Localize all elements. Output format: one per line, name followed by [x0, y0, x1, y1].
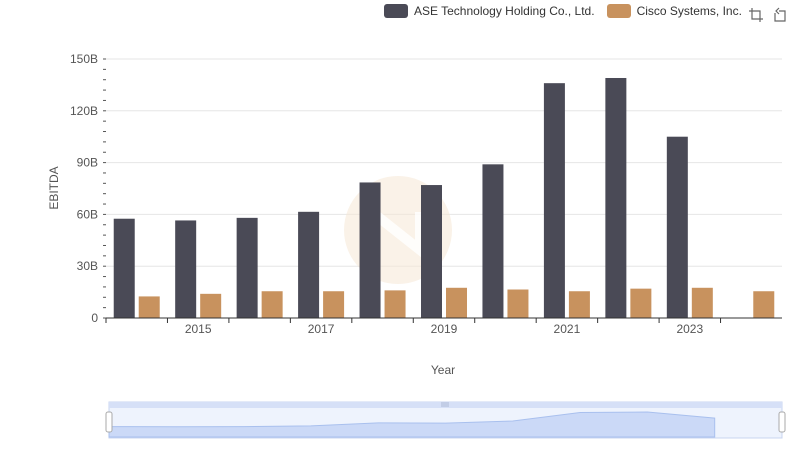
bar-cisco-2018[interactable] — [384, 290, 406, 318]
x-tick-label: 2021 — [554, 322, 581, 336]
bar-ase-2015[interactable] — [175, 220, 197, 318]
bar-cisco-2019[interactable] — [446, 287, 467, 318]
bar-ase-2014[interactable] — [113, 218, 135, 318]
x-axis-tick-labels: 2015 2017 2019 2021 2023 — [185, 322, 704, 336]
bar-ase-2017[interactable] — [298, 211, 320, 318]
x-tick-label: 2015 — [185, 322, 212, 336]
bar-cisco-2023[interactable] — [691, 287, 713, 318]
x-tick-label: 2019 — [431, 322, 458, 336]
x-axis-ticks — [105, 318, 722, 323]
bar-cisco-2014[interactable] — [138, 296, 160, 318]
bars — [113, 77, 775, 318]
y-tick-label: 150B — [70, 52, 98, 66]
bar-cisco-2015[interactable] — [200, 293, 222, 318]
y-tick-label: 120B — [70, 104, 98, 118]
bar-cisco-2016[interactable] — [261, 291, 283, 318]
bar-cisco-2021[interactable] — [568, 291, 590, 318]
bar-ase-2019[interactable] — [421, 185, 442, 318]
bar-cisco-2020[interactable] — [507, 289, 529, 318]
x-tick-label: 2017 — [308, 322, 335, 336]
zoom-handle-left[interactable] — [105, 411, 113, 433]
legend-swatch-ase — [384, 4, 408, 18]
restore-icon[interactable] — [772, 7, 788, 23]
legend: ASE Technology Holding Co., Ltd. Cisco S… — [384, 4, 754, 18]
zoom-preview-area — [108, 411, 716, 438]
zoom-icon[interactable] — [748, 7, 764, 23]
y-axis-tick-labels: 0 30B 60B 90B 120B 150B — [70, 52, 98, 325]
y-axis-title: EBITDA — [47, 166, 61, 209]
x-tick-label: 2023 — [676, 322, 703, 336]
bar-cisco-2024[interactable] — [753, 291, 775, 318]
bar-cisco-2017[interactable] — [323, 291, 345, 318]
legend-item-ase[interactable]: ASE Technology Holding Co., Ltd. — [384, 4, 595, 18]
bar-ase-2023[interactable] — [666, 136, 688, 318]
y-tick-label: 60B — [77, 207, 98, 221]
data-zoom-slider[interactable] — [105, 401, 786, 439]
bar-ase-2018[interactable] — [359, 182, 381, 318]
bar-ase-2021[interactable] — [543, 83, 565, 318]
y-axis-minor-ticks — [103, 58, 106, 319]
y-tick-label: 30B — [77, 259, 98, 273]
bar-cisco-2022[interactable] — [630, 288, 652, 318]
legend-label-cisco: Cisco Systems, Inc. — [636, 4, 742, 18]
bar-ase-2016[interactable] — [236, 217, 258, 318]
y-tick-label: 90B — [77, 156, 98, 170]
bar-ase-2020[interactable] — [482, 164, 504, 318]
legend-label-ase: ASE Technology Holding Co., Ltd. — [414, 4, 595, 18]
zoom-drag-grip[interactable] — [441, 402, 449, 407]
chart-toolbox — [748, 7, 796, 23]
zoom-handle-right[interactable] — [778, 411, 786, 433]
y-tick-label: 0 — [91, 311, 98, 325]
legend-swatch-cisco — [606, 4, 631, 18]
legend-item-cisco[interactable]: Cisco Systems, Inc. — [606, 4, 742, 18]
x-axis-title: Year — [431, 363, 455, 377]
bar-ase-2022[interactable] — [605, 77, 627, 318]
